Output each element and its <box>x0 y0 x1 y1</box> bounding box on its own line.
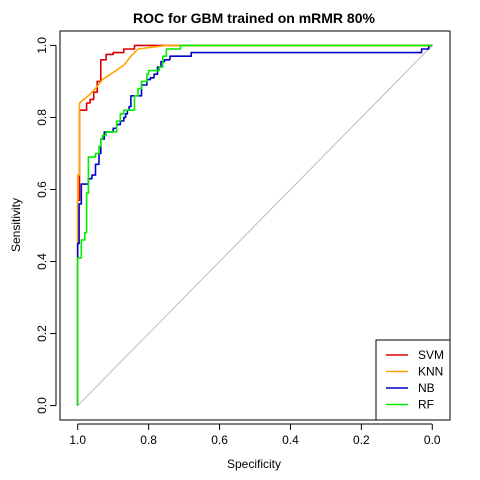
reference-diagonal-line <box>77 45 433 406</box>
series-line-rf <box>76 44 433 406</box>
series-line-nb <box>76 44 433 406</box>
x-tick-label: 0.2 <box>353 433 370 447</box>
x-tick-label: 0.8 <box>140 433 157 447</box>
series-layer <box>76 44 433 406</box>
legend-label-rf: RF <box>418 398 434 412</box>
x-axis: 1.0 0.8 0.6 0.4 0.2 0.0 <box>69 423 441 447</box>
legend-box <box>375 339 451 421</box>
y-tick-label: 0.4 <box>35 253 49 270</box>
y-axis: 0.0 0.2 0.4 0.6 0.8 1.0 <box>35 37 57 414</box>
y-tick-label: 0.8 <box>35 109 49 126</box>
x-tick-label: 0.6 <box>211 433 228 447</box>
x-tick-label: 1.0 <box>69 433 86 447</box>
series-line-svm <box>76 44 433 406</box>
chart-title: ROC for GBM trained on mRMR 80% <box>133 10 375 26</box>
reference-line-layer <box>77 45 433 406</box>
x-axis-label: Specificity <box>227 457 281 471</box>
y-axis-label: Sensitivity <box>9 198 23 252</box>
x-tick-label: 0.0 <box>424 433 441 447</box>
y-tick-label: 0.6 <box>35 181 49 198</box>
y-tick-label: 0.0 <box>35 397 49 414</box>
x-tick-label: 0.4 <box>282 433 299 447</box>
series-line-knn <box>76 44 433 406</box>
y-tick-label: 0.2 <box>35 325 49 342</box>
legend-label-nb: NB <box>418 381 435 395</box>
legend: SVM KNN NB RF <box>375 339 451 421</box>
y-tick-label: 1.0 <box>35 37 49 54</box>
plot-frame <box>59 30 451 421</box>
legend-label-knn: KNN <box>418 365 443 379</box>
legend-label-svm: SVM <box>418 348 444 362</box>
